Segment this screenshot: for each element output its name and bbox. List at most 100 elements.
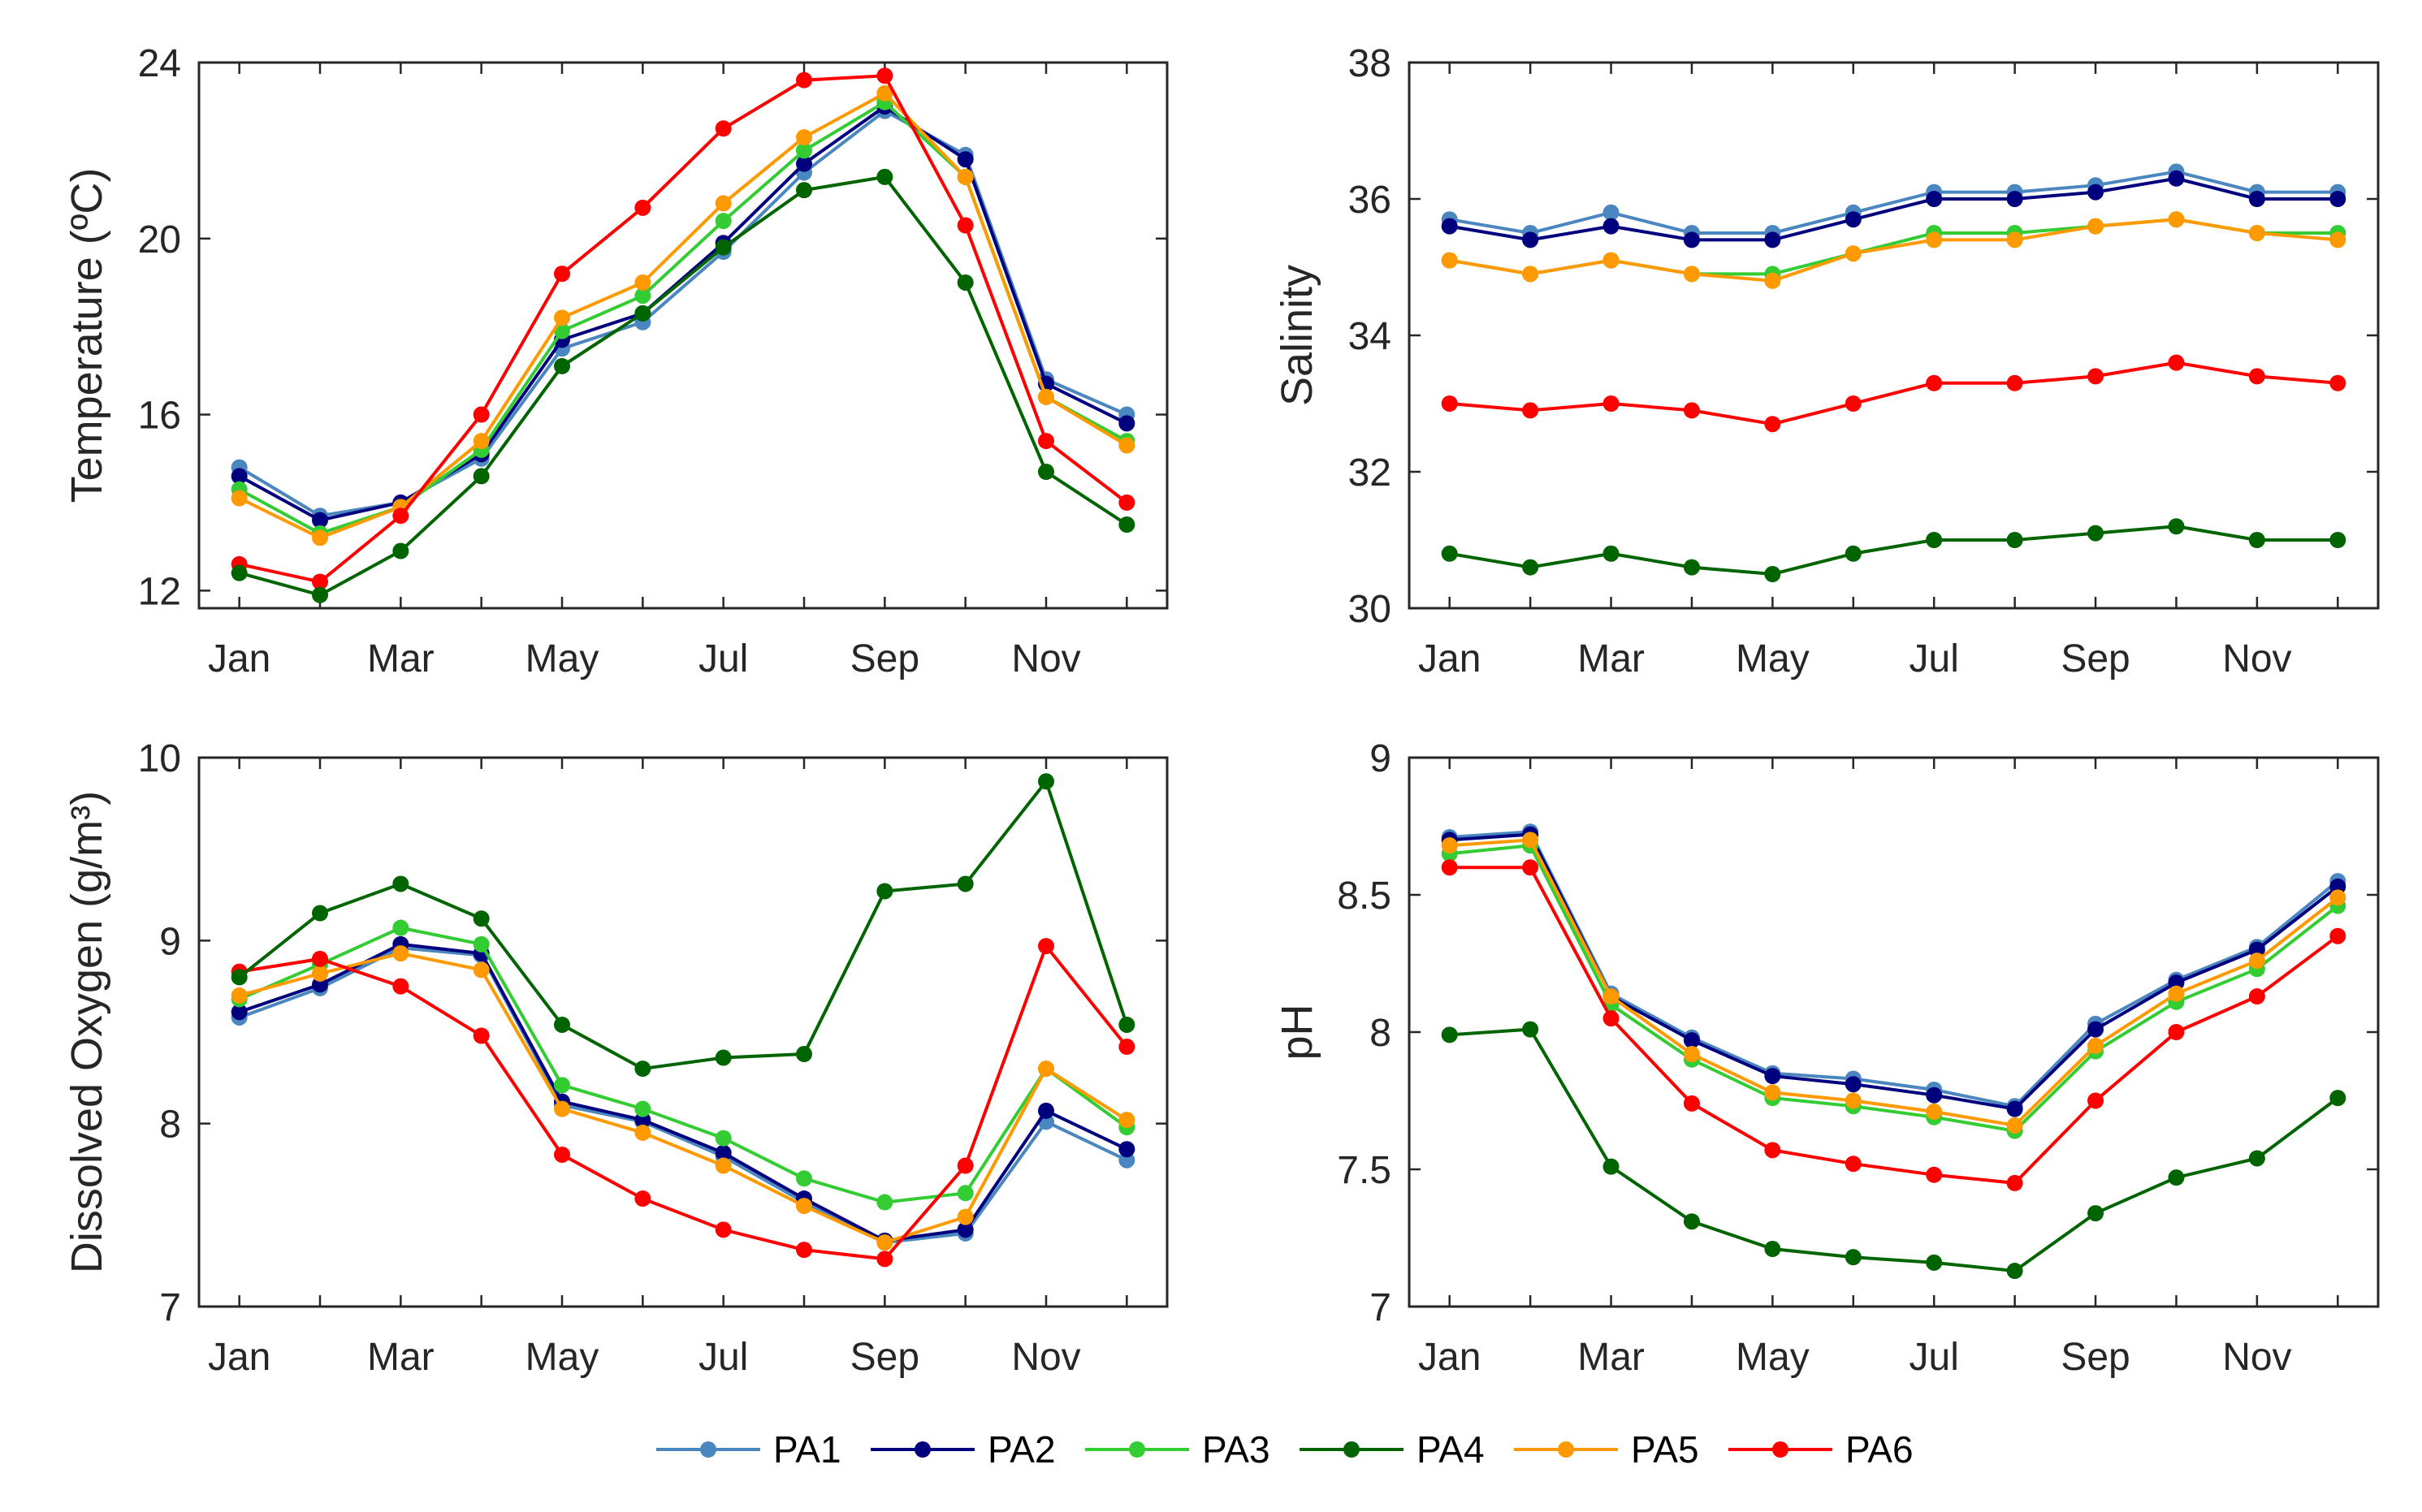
data-point (2329, 532, 2346, 548)
data-point (1683, 559, 1700, 576)
data-point (957, 1208, 974, 1225)
data-point (1845, 211, 1862, 228)
data-point (2329, 231, 2346, 248)
data-point (554, 1100, 570, 1117)
data-point (1602, 988, 1620, 1005)
data-point (1038, 433, 1054, 450)
y-tick-label: 34 (1348, 315, 1391, 358)
legend-label: PA6 (1845, 1428, 1914, 1471)
data-point (876, 883, 893, 900)
x-tick-label: May (525, 1336, 599, 1379)
data-point (1845, 1092, 1862, 1109)
data-point (1441, 545, 1458, 562)
data-point (2329, 889, 2346, 906)
data-point (2087, 525, 2104, 542)
data-point (2168, 1024, 2185, 1040)
data-point (2248, 953, 2265, 970)
y-tick-label: 20 (138, 218, 181, 261)
y-tick-label: 32 (1348, 451, 1391, 495)
axes-box (197, 756, 1169, 1308)
legend-label: PA2 (988, 1428, 1056, 1471)
data-point (392, 508, 409, 525)
legend-item-pa3: PA3 (1085, 1428, 1270, 1471)
data-point (876, 168, 893, 185)
y-tick-label: 24 (138, 42, 181, 85)
y-tick-label: 7 (1369, 1286, 1391, 1329)
data-point (1683, 1046, 1700, 1063)
data-point (1926, 1104, 1943, 1121)
data-point (1926, 1086, 1943, 1104)
data-point (2248, 988, 2265, 1005)
data-point (2329, 191, 2346, 207)
y-tick-label: 30 (1348, 588, 1391, 631)
data-point (957, 1185, 974, 1202)
y-tick-label: 8.5 (1337, 875, 1391, 918)
data-point (957, 274, 974, 291)
data-point (876, 1194, 893, 1211)
series-line (1449, 361, 2338, 426)
series-line (239, 946, 1128, 1245)
data-point (634, 1061, 651, 1078)
data-point (796, 155, 812, 172)
data-point (2248, 191, 2265, 207)
data-point (2087, 1037, 2104, 1054)
legend-marker (1772, 1441, 1788, 1458)
data-point (957, 168, 974, 185)
series-line (239, 74, 1128, 584)
y-tick-label: 7.5 (1337, 1149, 1391, 1192)
data-point (634, 1124, 651, 1141)
data-point (473, 935, 490, 953)
data-point (392, 919, 409, 936)
axes-box (1408, 756, 2380, 1308)
data-point (2006, 374, 2023, 391)
data-point (1926, 1166, 1943, 1183)
data-point (1522, 859, 1539, 876)
y-axis-label: Temperature (ºC) (63, 168, 111, 503)
data-point (1764, 1142, 1781, 1159)
data-point (554, 357, 570, 374)
x-tick-label: Nov (1011, 637, 1080, 680)
y-tick-label: 10 (138, 737, 181, 780)
data-point (1522, 559, 1539, 576)
data-point (715, 213, 732, 230)
y-axis-label: pH (1273, 1004, 1321, 1060)
data-point (1764, 1241, 1781, 1258)
data-point (392, 875, 409, 892)
data-point (2087, 1092, 2104, 1109)
data-point (1764, 1084, 1781, 1101)
data-point (1118, 1016, 1135, 1033)
data-point (2006, 191, 2023, 207)
series-pa3 (231, 919, 1135, 1211)
x-tick-label: May (525, 637, 599, 680)
data-point (2006, 231, 2023, 248)
legend-marker (1129, 1441, 1145, 1458)
data-point (1118, 437, 1135, 454)
series-line (238, 91, 1128, 540)
data-point (2248, 225, 2265, 241)
legend-item-pa5: PA5 (1514, 1428, 1699, 1471)
x-tick-label: Jan (208, 637, 270, 680)
data-point (1926, 532, 1943, 548)
data-point (1522, 1021, 1539, 1038)
legend: PA1 PA2 PA3 PA4 PA5 PA6 (656, 1428, 1914, 1471)
x-tick-label: Jul (698, 637, 748, 680)
data-point (2248, 368, 2265, 385)
data-point (312, 905, 328, 922)
x-tick-label: Sep (2061, 637, 2130, 680)
legend-marker (1343, 1441, 1360, 1458)
data-point (1441, 1026, 1458, 1043)
data-point (2168, 1169, 2185, 1186)
data-point (1522, 402, 1539, 419)
data-point (392, 978, 409, 995)
x-tick-label: Jul (1909, 1336, 1959, 1379)
data-point (1441, 837, 1458, 854)
series-pa5 (1441, 211, 2346, 289)
data-point (554, 309, 570, 326)
series-pa5 (231, 84, 1135, 546)
data-point (1602, 204, 1620, 221)
data-point (796, 129, 812, 146)
data-point (634, 305, 651, 322)
data-point (1118, 415, 1135, 432)
data-point (2329, 374, 2346, 391)
